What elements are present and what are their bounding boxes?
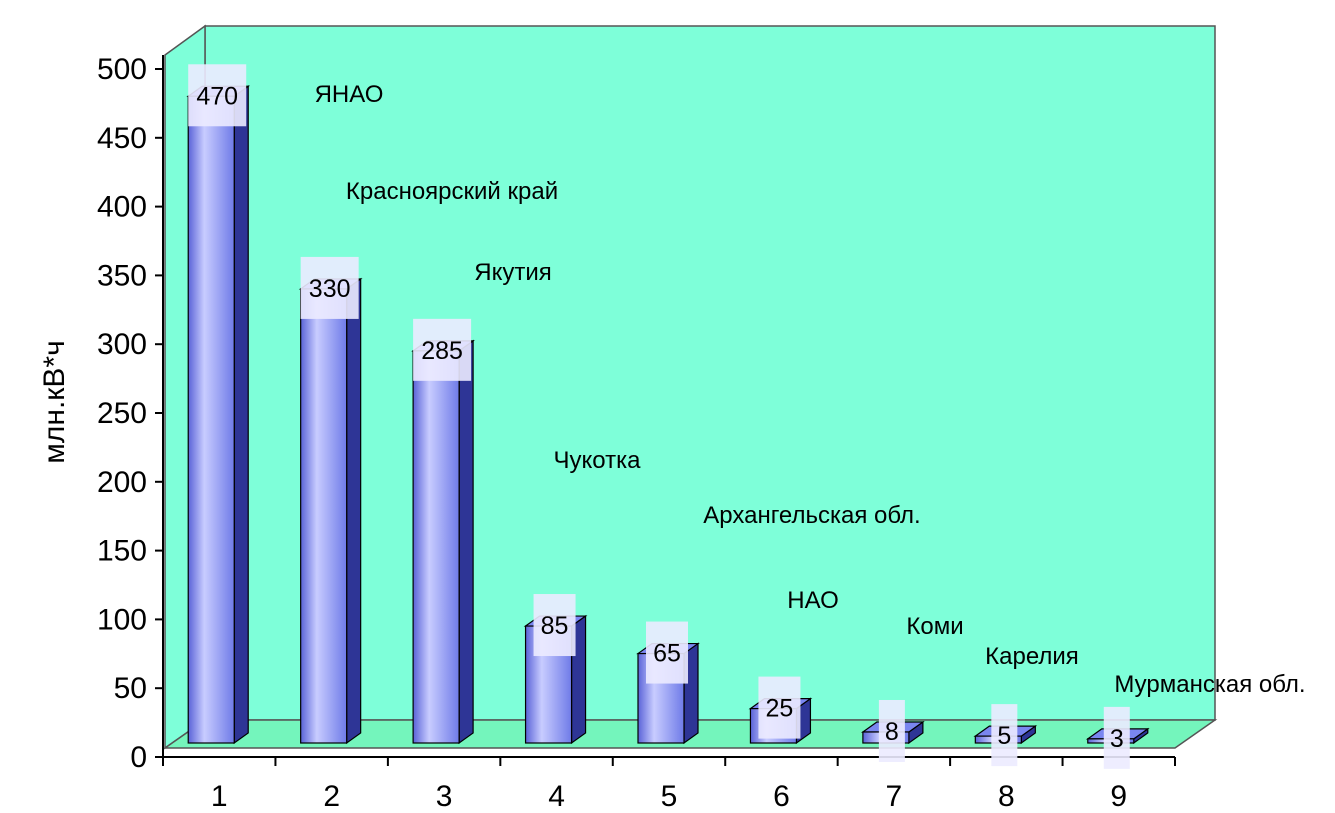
y-tick-label: 250	[97, 397, 147, 430]
value-label-text: 3	[1110, 725, 1124, 753]
value-label-box	[991, 704, 1018, 767]
value-label: 330	[300, 256, 359, 319]
value-label: 5	[991, 704, 1018, 767]
value-label-text: 285	[421, 337, 463, 365]
region-label: Якутия	[474, 259, 552, 286]
y-tick-label: 50	[114, 672, 147, 705]
region-label: Чукотка	[554, 447, 642, 474]
value-label-box	[646, 621, 688, 684]
x-axis-ticks: 1 2 3 4 5 6 7 8 9	[162, 757, 1176, 813]
value-label-text: 65	[653, 640, 681, 668]
y-tick-label: 300	[97, 328, 147, 361]
bar-front	[412, 350, 460, 744]
value-label: 3	[1103, 706, 1130, 769]
x-tick-label: 6	[773, 780, 790, 813]
value-label: 8	[878, 699, 905, 762]
x-tick-label: 4	[548, 780, 565, 813]
value-label: 470	[188, 64, 247, 127]
y-axis-label: млн.кВ*ч	[38, 340, 71, 463]
x-tick-label: 8	[998, 780, 1015, 813]
bar-front	[187, 95, 235, 744]
bar-side	[458, 339, 474, 745]
bar-front	[300, 288, 348, 744]
y-tick-label: 200	[97, 466, 147, 499]
x-tick-label: 1	[211, 780, 228, 813]
y-axis-ticks: 0 50 100 150 200 250 300 350 400 450 500	[97, 53, 163, 774]
bar	[411, 339, 475, 745]
region-label: Коми	[906, 613, 963, 640]
region-label: Красноярский край	[346, 178, 558, 205]
value-label-box	[878, 699, 905, 762]
bar	[298, 277, 363, 745]
value-label: 25	[758, 676, 801, 739]
y-tick-label: 500	[97, 53, 147, 86]
value-label-text: 5	[997, 722, 1011, 750]
value-label-box	[1103, 706, 1130, 769]
y-tick-label: 150	[97, 535, 147, 568]
region-label: ЯНАО	[315, 81, 384, 108]
region-label: НАО	[787, 587, 838, 614]
value-label: 65	[646, 621, 688, 684]
y-tick-label: 350	[97, 259, 147, 292]
region-label: Архангельская обл.	[703, 502, 920, 529]
value-label-text: 85	[541, 612, 569, 640]
value-label: 85	[533, 594, 576, 657]
region-label: Карелия	[985, 643, 1079, 670]
value-label-text: 470	[196, 82, 238, 110]
y-tick-label: 0	[130, 741, 147, 774]
x-tick-label: 3	[436, 780, 453, 813]
y-tick-label: 100	[97, 603, 147, 636]
value-label-box	[300, 256, 359, 319]
x-tick-label: 2	[323, 780, 340, 813]
x-tick-label: 9	[1110, 780, 1127, 813]
value-label-box	[413, 318, 472, 381]
region-label: Мурманская обл.	[1114, 671, 1305, 698]
value-label-text: 330	[309, 275, 351, 303]
bar-side	[233, 85, 249, 745]
x-tick-label: 5	[661, 780, 678, 813]
y-tick-label: 450	[97, 122, 147, 155]
value-label-box	[188, 64, 247, 127]
bars-group	[186, 85, 1150, 745]
y-tick-label: 400	[97, 191, 147, 224]
value-label-text: 25	[766, 695, 794, 723]
x-tick-label: 7	[886, 780, 903, 813]
bar	[186, 85, 251, 745]
value-label-box	[533, 594, 576, 657]
bar-side	[346, 277, 362, 745]
value-label-box	[758, 676, 801, 739]
value-label: 285	[413, 318, 472, 381]
value-label-text: 8	[885, 718, 899, 746]
region-labels-group: ЯНАО Красноярский край Якутия Чукотка Арханг…	[315, 81, 1306, 698]
